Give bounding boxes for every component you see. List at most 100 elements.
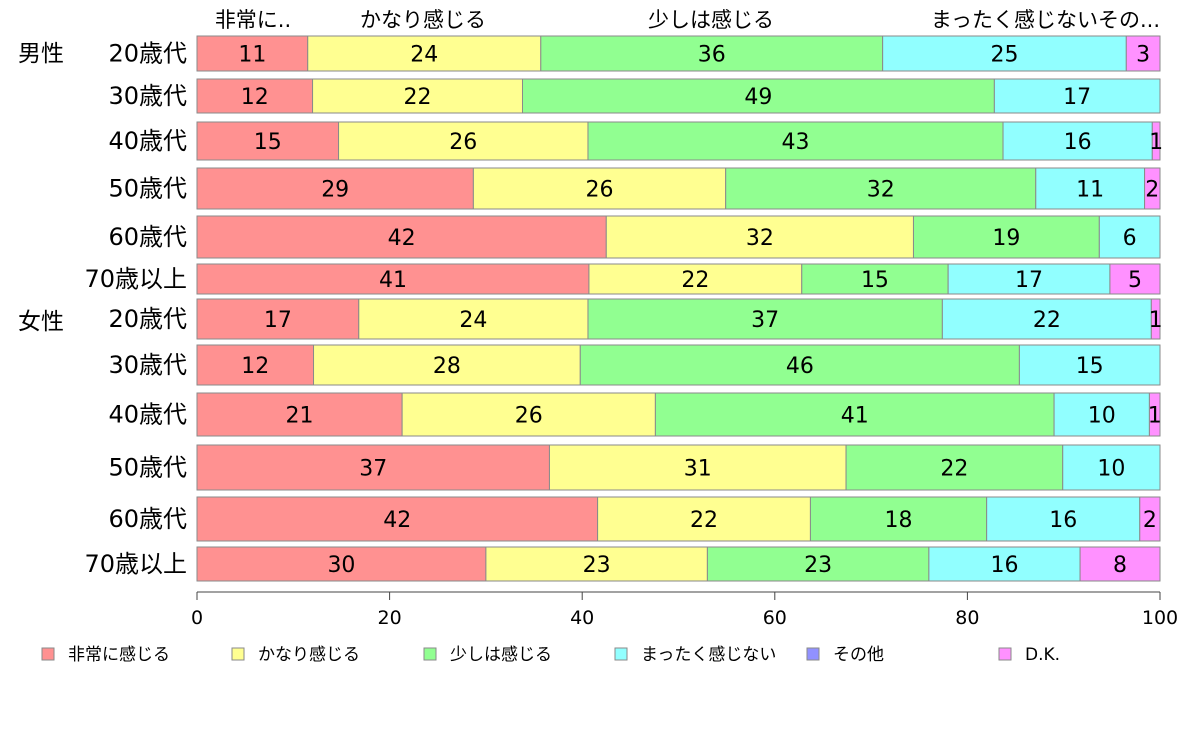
bar-segment (706, 546, 930, 582)
bar-segment (485, 546, 708, 582)
bar-data-label: 41 (379, 268, 407, 293)
bar-data-label: 11 (238, 43, 266, 68)
bar-data-label: 15 (1076, 354, 1104, 379)
bar-segment (196, 167, 474, 210)
bar-data-label: 29 (321, 178, 349, 203)
bar-segment (1150, 298, 1161, 340)
legend-swatch (41, 647, 55, 661)
category-label: 70歳以上 (84, 550, 187, 578)
bar-segment (605, 215, 914, 259)
bar-segment (196, 263, 590, 295)
bar-data-label: 49 (744, 85, 772, 110)
category-label: 30歳代 (108, 351, 187, 379)
bar-segment (472, 167, 727, 210)
bar-segment (845, 444, 1064, 491)
legend-label: D.K. (1025, 645, 1060, 665)
group-label-female: 女性 (18, 309, 64, 335)
bar-data-label: 17 (264, 308, 292, 333)
category-labels: 20歳代 30歳代 40歳代 50歳代 60歳代 70歳以上 20歳代 30歳代 40歳代 50歳… (84, 40, 187, 579)
bar-segment (928, 546, 1081, 582)
x-tick-label: 0 (191, 607, 203, 629)
bar-data-label: 1 (1148, 404, 1162, 429)
bar-data-label: 3 (1136, 43, 1150, 68)
bar-segment (1079, 546, 1161, 582)
bar-data-label: 37 (359, 457, 387, 482)
x-axis: 0 20 40 60 80 100 (191, 591, 1178, 629)
bar-data-label: 16 (1049, 508, 1077, 533)
bar-data-label: 17 (1015, 268, 1043, 293)
bar-data-label: 31 (684, 457, 712, 482)
bar-data-label: 32 (867, 178, 895, 203)
category-label: 30歳代 (108, 82, 187, 110)
category-label: 50歳代 (108, 454, 187, 482)
legend-swatch (806, 647, 820, 661)
bar-data-label: 36 (698, 43, 726, 68)
bar-segment (587, 298, 943, 340)
bar-data-label: 2 (1143, 508, 1157, 533)
category-label: 60歳代 (108, 505, 187, 533)
legend-label: 少しは感じる (450, 645, 552, 665)
bar-segment (809, 496, 988, 542)
bar-data-label: 23 (804, 553, 832, 578)
bar-segment (1144, 167, 1161, 210)
bar-segment (597, 496, 811, 542)
top-labels: 非常に.. かなり感じる 少しは感じる まったく感じないその... (215, 8, 1160, 32)
bar-data-label: 8 (1113, 553, 1127, 578)
bar-segment (588, 263, 803, 295)
bar-segment (986, 496, 1141, 542)
bar-segment (196, 78, 314, 114)
bar-segment (521, 78, 995, 114)
top-label-1: 非常に.. (215, 8, 291, 32)
category-label: 40歳代 (108, 127, 187, 155)
bar-segment (947, 263, 1111, 295)
bar-data-label: 28 (433, 354, 461, 379)
top-label-4: まったく感じないその... (931, 8, 1160, 32)
x-tick-label: 60 (763, 607, 787, 629)
group-label-male: 男性 (18, 41, 64, 67)
bar-segment (196, 298, 360, 340)
bar-segment (196, 35, 309, 72)
bar-segment (1151, 121, 1161, 161)
bar-segment (196, 344, 315, 386)
legend-label: その他 (833, 645, 884, 665)
bar-data-label: 22 (690, 508, 718, 533)
bar-data-label: 32 (746, 226, 774, 251)
legend-swatch (423, 647, 437, 661)
bar-segment (358, 298, 589, 340)
bar-data-label: 22 (1033, 308, 1061, 333)
bar-data-label: 12 (241, 85, 269, 110)
bar-segment (1098, 215, 1161, 259)
bar-segment (313, 344, 581, 386)
bar-data-label: 10 (1097, 457, 1125, 482)
bar-data-label: 16 (990, 553, 1018, 578)
legend-swatch (231, 647, 245, 661)
category-label: 50歳代 (108, 175, 187, 203)
x-tick-label: 20 (378, 607, 402, 629)
top-label-3: 少しは感じる (648, 8, 774, 32)
bar-data-label: 22 (404, 85, 432, 110)
bar-segment (196, 215, 607, 259)
bar-data-label: 1 (1149, 308, 1163, 333)
bar-segment (1053, 392, 1150, 437)
bar-segment (540, 35, 884, 72)
bar-segment (196, 496, 599, 542)
bar-data-label: 18 (885, 508, 913, 533)
bar-segment (993, 78, 1161, 114)
bar-data-label: 22 (940, 457, 968, 482)
bar-data-label: 15 (254, 130, 282, 155)
category-label: 70歳以上 (84, 265, 187, 293)
category-label: 40歳代 (108, 401, 187, 429)
bar-data-label: 42 (388, 226, 416, 251)
bar-segment (1139, 496, 1161, 542)
x-tick-label: 40 (570, 607, 594, 629)
x-tick-label: 100 (1142, 607, 1178, 629)
bar-segment (801, 263, 949, 295)
bar-segment (1018, 344, 1161, 386)
bar-segment (196, 121, 340, 161)
legend-label: 非常に感じる (68, 645, 170, 665)
bar-data-label: 15 (861, 268, 889, 293)
bar-data-label: 46 (786, 354, 814, 379)
bar-data-label: 19 (992, 226, 1020, 251)
category-label: 20歳代 (108, 40, 187, 68)
